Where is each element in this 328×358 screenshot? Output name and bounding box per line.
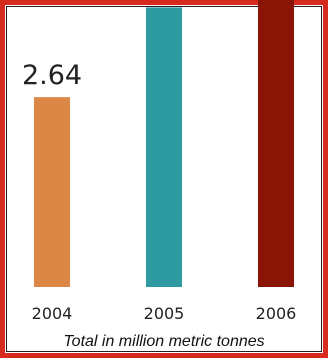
bar-2005 [146, 7, 182, 287]
value-label-2004: 2.64 [22, 60, 82, 91]
value-label-2005: 2.90 [134, 0, 194, 1]
bar-2004 [34, 97, 70, 287]
chart-caption: Total in million metric tonnes [63, 333, 265, 350]
tick-label-2006: 2006 [256, 304, 297, 323]
bar-2006 [258, 0, 294, 287]
tick-label-2004: 2004 [32, 304, 73, 323]
chart-inner-outline [6, 6, 322, 352]
tick-label-2005: 2005 [144, 304, 185, 323]
